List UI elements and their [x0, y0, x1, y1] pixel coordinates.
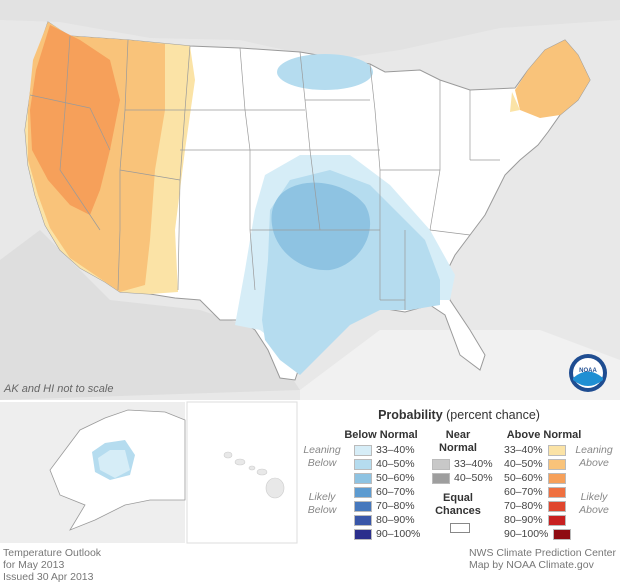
below-item-3: 60–70% — [354, 486, 415, 498]
equal-chances-swatch — [450, 523, 470, 533]
leaning-above-line1: Leaning — [575, 444, 613, 456]
leaning-below-line2: Below — [307, 457, 337, 469]
swatch — [547, 444, 566, 456]
hawaii-islands — [223, 451, 285, 499]
swatch — [354, 514, 372, 526]
below-item-6: 90–100% — [354, 528, 420, 540]
near-header-line1: Near — [445, 429, 471, 441]
noaa-logo-text: NOAA — [579, 368, 597, 374]
canada-land — [0, 0, 620, 60]
swatch — [354, 458, 372, 470]
swatch — [354, 486, 372, 498]
below-40-50-north — [277, 54, 373, 90]
likely-below-line2: Below — [307, 504, 337, 516]
swatch — [432, 472, 450, 484]
leaning-above-label: Leaning Above — [572, 444, 616, 470]
legend-title-rest: (percent chance) — [442, 408, 540, 422]
above-item-0: 33–40% — [504, 444, 570, 456]
credit-line2: Map by NOAA Climate.gov — [468, 559, 594, 571]
alaska-below-33-40 — [98, 450, 130, 478]
above-item-5: 80–90% — [504, 514, 570, 526]
near-item-0: 33–40% — [432, 458, 493, 470]
above-item-6: 90–100% — [504, 528, 575, 540]
probability-legend: Probability (percent chance) Below Norma… — [300, 402, 618, 543]
swatch — [354, 444, 372, 456]
credit-caption: NWS Climate Prediction Center Map by NOA… — [469, 547, 616, 571]
above-item-2: 50–60% — [504, 472, 570, 484]
noaa-logo-icon: NOAA — [569, 354, 607, 392]
legend-title-bold: Probability — [378, 408, 443, 422]
legend-title: Probability (percent chance) — [300, 408, 618, 422]
above-item-1: 40–50% — [504, 458, 570, 470]
below-item-0: 33–40% — [354, 444, 415, 456]
above-item-3: 60–70% — [504, 486, 570, 498]
likely-above-label: Likely Above — [572, 491, 616, 517]
above-50-60-west — [30, 25, 120, 215]
near-header-line2: Normal — [439, 442, 477, 454]
caption-line2: for May 2013 — [3, 559, 65, 571]
swatch — [547, 500, 566, 512]
below-item-1: 40–50% — [354, 458, 415, 470]
equal-line2: Chances — [435, 505, 481, 517]
state-borders — [29, 35, 500, 310]
below-normal-header: Below Normal — [344, 429, 418, 441]
leaning-below-line1: Leaning — [303, 444, 341, 456]
near-normal-header: Near Normal — [426, 429, 490, 455]
likely-below-line1: Likely — [308, 491, 336, 503]
above-item-4: 70–80% — [504, 500, 570, 512]
below-item-4: 70–80% — [354, 500, 415, 512]
swatch — [547, 486, 566, 498]
below-50-60-south — [271, 182, 371, 271]
equal-line1: Equal — [443, 492, 473, 504]
hawaii-inset — [186, 401, 298, 544]
swatch — [547, 514, 566, 526]
gulf-water — [300, 330, 620, 400]
swatch — [354, 528, 372, 540]
above-40-50-northeast — [515, 40, 590, 118]
swatch — [354, 472, 372, 484]
swatch — [354, 500, 372, 512]
caption-line3: Issued 30 Apr 2013 — [3, 571, 94, 583]
below-item-2: 50–60% — [354, 472, 415, 484]
inset-scale-note: AK and HI not to scale — [4, 383, 114, 395]
above-33-40-northeast — [510, 92, 520, 112]
swatch — [547, 472, 566, 484]
leaning-below-label: Leaning Below — [300, 444, 344, 470]
above-normal-header: Above Normal — [506, 429, 582, 441]
likely-above-line1: Likely — [580, 491, 608, 503]
caption-line1: Temperature Outlook — [3, 547, 102, 559]
outlook-caption: Temperature Outlook for May 2013 Issued … — [3, 547, 101, 583]
swatch — [553, 528, 572, 540]
equal-chances-label: Equal Chances — [426, 492, 490, 518]
near-item-1: 40–50% — [432, 472, 493, 484]
swatch — [547, 458, 566, 470]
mexico-land — [0, 230, 300, 400]
below-item-5: 80–90% — [354, 514, 415, 526]
leaning-above-line2: Above — [579, 457, 609, 469]
swatch — [432, 458, 450, 470]
likely-below-label: Likely Below — [300, 491, 344, 517]
credit-line1: NWS Climate Prediction Center — [468, 547, 616, 559]
likely-above-line2: Above — [579, 504, 609, 516]
